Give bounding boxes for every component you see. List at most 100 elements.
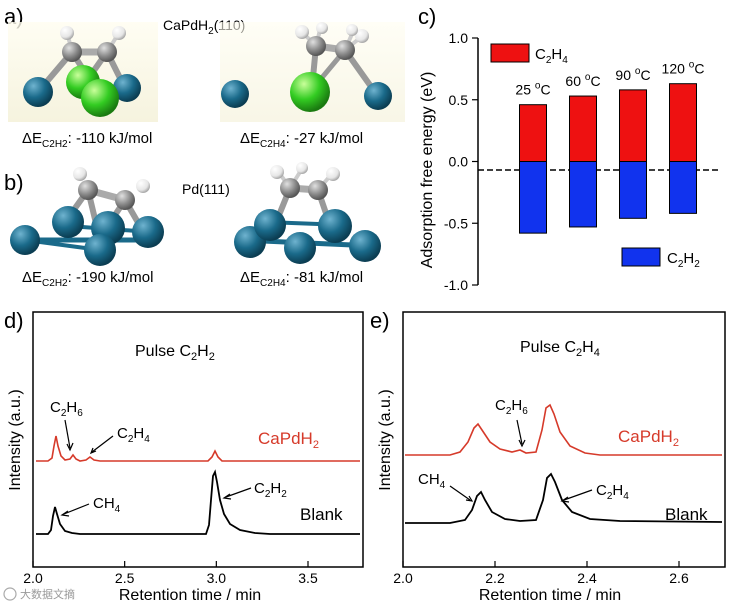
carbon-atom (97, 42, 117, 62)
bar-c2h2 (569, 161, 597, 228)
pd-atom (52, 206, 84, 238)
pd-atom (284, 232, 316, 264)
legend-c2h4-label: C2H4 (535, 46, 568, 66)
legend-c2h4: C2H4 (490, 43, 568, 66)
bar-c2h2 (619, 161, 647, 219)
hydrogen-atom (73, 167, 87, 181)
pd-atom (349, 230, 381, 262)
bar-c2h2 (669, 161, 697, 214)
panel-b-letter: b) (4, 170, 24, 195)
hydrogen-atom (112, 26, 126, 40)
arrowhead-icon (465, 495, 474, 502)
hydrogen-atom (136, 179, 150, 193)
panel-c-ytick-label: 0.0 (449, 154, 469, 170)
panel-d-c2h4-arrow (91, 435, 114, 453)
pd-atom (10, 225, 40, 255)
xtick-label: 2.0 (393, 570, 413, 586)
bar-c2h2 (519, 161, 547, 234)
hydrogen-atom (346, 24, 358, 36)
pd-c2h2-structure (10, 167, 164, 266)
xtick-label: 2.6 (669, 570, 689, 586)
panel-e-c2h6-annotation: C2H6 (495, 397, 528, 417)
panel-c-ytick-label: 0.5 (449, 92, 469, 108)
arrowhead-icon (89, 447, 97, 455)
panel-e-capdh2-label: CaPdH2 (618, 427, 679, 449)
panel-e-ch4-arrow (449, 485, 471, 501)
panel-c: c) Adsorption free energy (eV) 1.0 0.5 0.0… (418, 4, 720, 293)
carbon-atom (306, 36, 326, 56)
panel-d-blank-label: Blank (300, 505, 343, 524)
carbon-atom (115, 190, 135, 210)
panel-e-frame (402, 311, 726, 568)
panel-d-c2h2-arrow (225, 487, 252, 498)
hydrogen-atom (296, 162, 308, 174)
panel-c-letter: c) (418, 4, 436, 29)
capdh2-c2h4-energy: ΔEC2H4: -27 kJ/mol (240, 130, 363, 150)
arrowhead-icon (560, 496, 570, 503)
panel-c-category-label: 90 oC (615, 66, 650, 83)
xtick-label: 3.0 (207, 570, 227, 586)
xtick-label: 2.4 (577, 570, 597, 586)
panel-d-capdh2-trace (36, 435, 360, 462)
hydrogen-atom (295, 25, 309, 39)
panel-c-category-labels: 25 oC 60 oC 90 oC 120 oC (515, 60, 704, 98)
panel-e-xlabel: Retention time / min (479, 587, 621, 604)
panel-e-c2h4-annotation: C2H4 (596, 482, 629, 502)
carbon-atom (62, 42, 82, 62)
panel-c-category-label: 120 oC (662, 60, 705, 77)
panel-d-frame (32, 311, 364, 568)
ca-atom (290, 72, 330, 112)
panel-d-c2h4-annotation: C2H4 (117, 425, 150, 445)
bar-c2h4 (569, 95, 597, 162)
bar-c2h4 (519, 104, 547, 163)
pd-c2h4-structure (234, 162, 381, 264)
bar-c2h4 (619, 89, 647, 162)
panel-d-xlabel: Retention time / min (119, 587, 261, 604)
watermark-text: 大数据文摘 (20, 587, 75, 601)
panel-d-capdh2-label: CaPdH2 (258, 429, 319, 451)
panel-d-c2h6-annotation: C2H6 (50, 399, 83, 419)
panel-d-c2h6-arrow (64, 419, 71, 449)
hydrogen-atom (316, 22, 328, 34)
pd-atom (318, 209, 352, 243)
panel-d-letter: d) (4, 308, 24, 333)
watermark: 大数据文摘 (3, 587, 75, 601)
panel-e-capdh2-trace (405, 403, 722, 456)
pd-atom (23, 77, 53, 107)
panel-e-blank-label: Blank (665, 505, 708, 524)
hydrogen-atom (270, 165, 284, 179)
pd-atom (113, 74, 141, 102)
pd-c2h4-energy: ΔEC2H4: -81 kJ/mol (240, 269, 363, 289)
arrowhead-icon (60, 510, 70, 517)
ca-atom (81, 79, 119, 117)
carbon-atom (335, 40, 355, 60)
panel-d-ch4-annotation: CH4 (93, 495, 121, 515)
panel-c-bars (519, 83, 697, 234)
panel-d-title: Pulse C2H2 (135, 343, 215, 363)
panel-c-ytick-label: -1.0 (444, 277, 468, 293)
hydrogen-atom (355, 29, 369, 43)
hydrogen-atom (60, 26, 74, 40)
panel-d-ylabel: Intensity (a.u.) (7, 389, 24, 490)
panel-c-category-label: 60 oC (565, 72, 600, 89)
watermark-logo-icon (3, 587, 17, 601)
panel-b-surface-label: Pd(111) (182, 181, 230, 197)
panel-d-blank-trace (36, 469, 360, 535)
pd-atom (84, 234, 116, 266)
pd-atom (254, 209, 286, 241)
panel-e: e) Intensity (a.u.) Retention time / min… (370, 308, 726, 604)
panel-e-ch4-annotation: CH4 (418, 471, 446, 491)
arrowhead-icon (518, 439, 526, 448)
arrowhead-icon (66, 442, 74, 452)
panel-e-blank-trace (405, 472, 723, 524)
panel-e-ticks: 2.0 2.2 2.4 2.6 (393, 561, 689, 586)
panel-d-ticks: 2.0 2.5 3.0 3.5 (23, 561, 318, 586)
xtick-label: 2.5 (115, 570, 135, 586)
panel-d-c2h2-annotation: C2H2 (254, 480, 287, 500)
capdh2-c2h4-structure (220, 22, 405, 122)
panel-c-ytick-label: -0.5 (444, 215, 468, 231)
carbon-atom (78, 180, 98, 200)
legend-c2h4-swatch (490, 43, 530, 63)
panel-e-letter: e) (370, 308, 390, 333)
